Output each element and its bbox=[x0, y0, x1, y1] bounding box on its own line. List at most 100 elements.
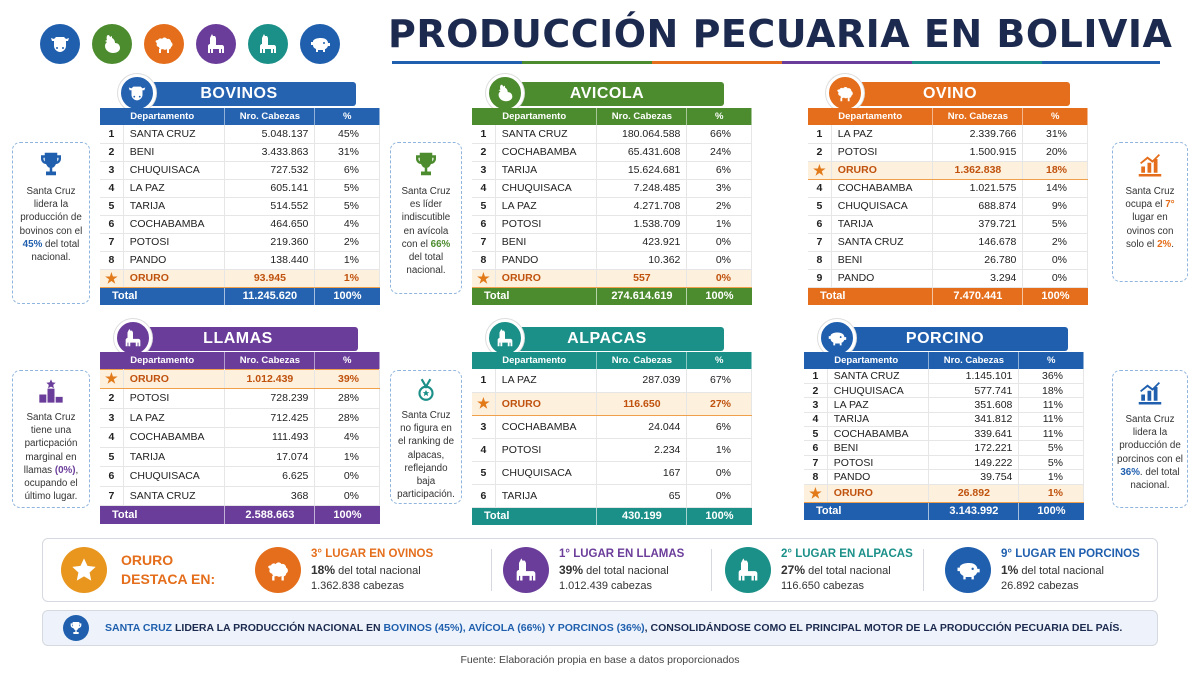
table-row: 8 BENI 26.780 0% bbox=[808, 251, 1088, 270]
table-row: 1 LA PAZ 2.339.766 31% bbox=[808, 125, 1088, 144]
table-total-row: Total 11.245.620 100% bbox=[100, 287, 380, 305]
note-text: Santa Cruz ocupa el bbox=[1125, 186, 1175, 211]
destaca-label: DESTACA EN: bbox=[121, 571, 216, 587]
sheep-icon bbox=[144, 24, 184, 64]
chicken-icon bbox=[92, 24, 132, 64]
alpaca-icon bbox=[248, 24, 288, 64]
alpacas-section-header: ALPACAS bbox=[490, 327, 724, 351]
side-note-porcino: Santa Cruz lidera la producción de porci… bbox=[1112, 370, 1188, 508]
col-pct: % bbox=[1018, 352, 1084, 369]
table-row: 6 POTOSI 1.538.709 1% bbox=[472, 215, 752, 234]
note-highlight: 36% bbox=[1120, 466, 1140, 478]
table-row: ★ ORURO 1.012.439 39% bbox=[100, 368, 380, 389]
table-header-row: Departamento Nro. Cabezas% bbox=[100, 352, 380, 369]
podium-icon bbox=[17, 377, 85, 405]
title-underline bbox=[1042, 61, 1160, 64]
star-icon: ★ bbox=[809, 484, 822, 501]
note-text: del total nacional. bbox=[406, 252, 446, 277]
side-note-llamas: Santa Cruz tiene una particpación margin… bbox=[12, 370, 90, 508]
llamas-table: Departamento Nro. Cabezas% ★ ORURO 1.012.439… bbox=[100, 352, 380, 524]
table-total-row: Total 3.143.992 100% bbox=[804, 502, 1084, 521]
table-row: 4 LA PAZ 605.141 5% bbox=[100, 179, 380, 198]
table-row: 7 SANTA CRUZ 146.678 2% bbox=[808, 233, 1088, 252]
oruro-rank-item: 2° LUGAR EN ALPACAS 27% del total nacion… bbox=[725, 539, 913, 601]
note-highlight: 66% bbox=[430, 238, 451, 250]
note-text: Santa Cruz tiene una particpación margin… bbox=[23, 412, 78, 476]
source-footer: Fuente: Elaboración propia en base a dat… bbox=[460, 654, 740, 666]
col-departamento: Departamento bbox=[472, 108, 598, 125]
note-text: del total nacional. bbox=[31, 238, 80, 264]
cow-icon bbox=[118, 74, 156, 112]
star-icon: ★ bbox=[477, 269, 490, 286]
col-cabezas: Nro. Cabezas bbox=[596, 108, 688, 125]
divider bbox=[923, 549, 924, 591]
trophy-icon bbox=[17, 149, 85, 179]
summary-text: , CONSOLIDÁNDOSE COMO EL PRINCIPAL MOTOR… bbox=[644, 622, 1123, 634]
note-text: lugar en ovinos con solo el bbox=[1126, 212, 1174, 250]
ovino-section-header: OVINO bbox=[830, 82, 1070, 106]
growth-chart-icon bbox=[1117, 149, 1183, 179]
table-row: 1 SANTA CRUZ 5.048.137 45% bbox=[100, 125, 380, 144]
note-highlight: 45% bbox=[22, 238, 43, 250]
bovinos-table: Departamento Nro. Cabezas% 1 SANTA CRUZ 5.04… bbox=[100, 108, 380, 305]
table-row: 5 TARIJA 514.552 5% bbox=[100, 197, 380, 216]
oruro-label: ORURO bbox=[121, 552, 174, 569]
col-pct: % bbox=[686, 352, 752, 369]
llama-icon bbox=[503, 547, 549, 593]
table-row: 7 SANTA CRUZ 368 0% bbox=[100, 486, 380, 506]
summary-text: BOVINOS (45%), AVÍCOLA (66%) Y PORCINOS … bbox=[383, 622, 645, 634]
title-underline bbox=[392, 61, 522, 64]
col-pct: % bbox=[314, 108, 380, 125]
trophy-icon bbox=[395, 149, 457, 179]
table-row: 3 LA PAZ 712.425 28% bbox=[100, 408, 380, 428]
table-total-row: Total 2.588.663 100% bbox=[100, 505, 380, 524]
trophy-icon bbox=[63, 615, 89, 641]
table-row: ★ ORURO 1.362.838 18% bbox=[808, 160, 1088, 180]
oruro-rank-item: 1° LUGAR EN LLAMAS 39% del total naciona… bbox=[503, 539, 684, 601]
table-total-row: Total 430.199 100% bbox=[472, 507, 752, 525]
table-row: 8 PANDO 10.362 0% bbox=[472, 251, 752, 270]
table-row: 6 BENI 172.221 5% bbox=[804, 440, 1084, 456]
note-highlight: (0%) bbox=[54, 464, 76, 476]
side-note-bovinos: Santa Cruz lidera la producción de bovin… bbox=[12, 142, 90, 304]
bovinos-section-header: BOVINOS bbox=[122, 82, 356, 106]
table-row: 6 COCHABAMBA 464.650 4% bbox=[100, 215, 380, 234]
table-row: 5 CHUQUISACA 688.874 9% bbox=[808, 197, 1088, 216]
table-row: 5 COCHABAMBA 339.641 11% bbox=[804, 426, 1084, 442]
table-row: 5 CHUQUISACA 167 0% bbox=[472, 461, 752, 485]
table-row: 7 POTOSI 219.360 2% bbox=[100, 233, 380, 252]
col-pct: % bbox=[686, 108, 752, 125]
note-highlight: 2% bbox=[1157, 238, 1172, 250]
table-header-row: Departamento Nro. Cabezas% bbox=[808, 108, 1088, 125]
divider bbox=[711, 549, 712, 591]
sheep-icon bbox=[255, 547, 301, 593]
col-pct: % bbox=[1022, 108, 1088, 125]
alpaca-icon bbox=[486, 319, 524, 357]
col-departamento: Departamento bbox=[100, 352, 226, 369]
table-header-row: Departamento Nro. Cabezas% bbox=[804, 352, 1084, 369]
note-text: . del total nacional. bbox=[1130, 466, 1180, 492]
table-row: 2 CHUQUISACA 577.741 18% bbox=[804, 383, 1084, 399]
summary-text: SANTA CRUZ bbox=[105, 622, 173, 634]
sheep-icon bbox=[826, 74, 864, 112]
table-row: 3 TARIJA 15.624.681 6% bbox=[472, 161, 752, 180]
avicola-section-header: AVICOLA bbox=[490, 82, 724, 106]
llamas-section-header: LLAMAS bbox=[118, 327, 358, 351]
star-icon: ★ bbox=[813, 161, 826, 178]
table-row: ★ ORURO 26.892 1% bbox=[804, 483, 1084, 503]
table-row: 2 POTOSI 1.500.915 20% bbox=[808, 143, 1088, 162]
table-row: 3 COCHABAMBA 24.044 6% bbox=[472, 415, 752, 439]
title-underline bbox=[912, 61, 1042, 64]
table-row: 4 CHUQUISACA 7.248.485 3% bbox=[472, 179, 752, 198]
table-row: 1 SANTA CRUZ 180.064.588 66% bbox=[472, 125, 752, 144]
table-row: 3 CHUQUISACA 727.532 6% bbox=[100, 161, 380, 180]
table-total-row: Total 7.470.441 100% bbox=[808, 287, 1088, 305]
divider bbox=[491, 549, 492, 591]
table-row: ★ ORURO 557 0% bbox=[472, 268, 752, 288]
table-row: 9 PANDO 3.294 0% bbox=[808, 269, 1088, 288]
ovino-table: Departamento Nro. Cabezas% 1 LA PAZ 2.339.76… bbox=[808, 108, 1088, 305]
avicola-table: Departamento Nro. Cabezas% 1 SANTA CRUZ 180.… bbox=[472, 108, 752, 305]
table-header-row: Departamento Nro. Cabezas% bbox=[100, 108, 380, 125]
star-icon: ★ bbox=[477, 395, 490, 411]
table-row: 2 COCHABAMBA 65.431.608 24% bbox=[472, 143, 752, 162]
